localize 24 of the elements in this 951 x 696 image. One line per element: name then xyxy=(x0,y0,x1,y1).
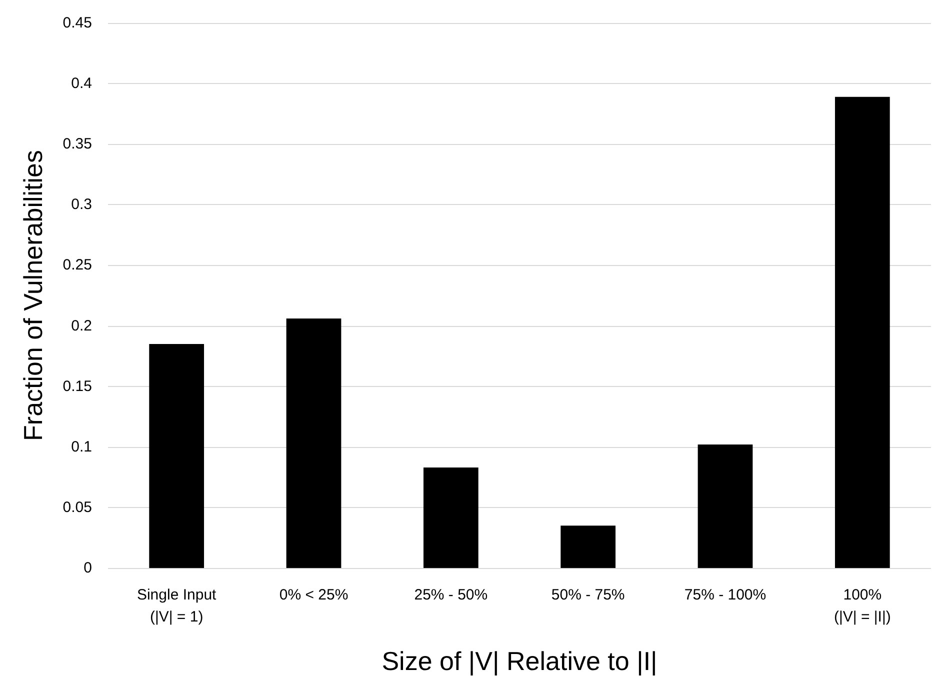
y-tick-label: 0.1 xyxy=(71,438,92,456)
bar xyxy=(834,96,890,568)
y-tick-label: 0.05 xyxy=(62,498,92,516)
bar xyxy=(698,444,753,568)
y-tick-label: 0.15 xyxy=(62,378,92,395)
y-tick-label: 0.4 xyxy=(71,75,92,92)
x-tick-label: 75% - 100% xyxy=(684,586,766,604)
x-tick-label: 0% < 25% xyxy=(279,586,348,604)
x-axis-title: Size of |V| Relative to |I| xyxy=(382,646,658,676)
y-tick-label: 0.2 xyxy=(71,317,92,334)
x-tick-label: 100% (|V| = |I|) xyxy=(834,586,891,626)
y-tick-label: 0.3 xyxy=(71,196,92,214)
bar xyxy=(423,467,478,568)
y-axis-title: Fraction of Vulnerabilities xyxy=(18,150,48,441)
x-tick-label: Single Input (|V| = 1) xyxy=(136,586,218,626)
x-tick-label: 50% - 75% xyxy=(551,586,625,604)
y-tick-label: 0.35 xyxy=(62,136,92,153)
y-tick-label: 0.25 xyxy=(62,256,92,274)
y-tick-label: 0 xyxy=(84,560,92,576)
x-tick-label: 25% - 50% xyxy=(414,586,488,604)
bar xyxy=(286,318,342,568)
bar xyxy=(149,344,204,568)
bar xyxy=(560,526,616,568)
y-tick-label: 0.45 xyxy=(62,14,92,32)
